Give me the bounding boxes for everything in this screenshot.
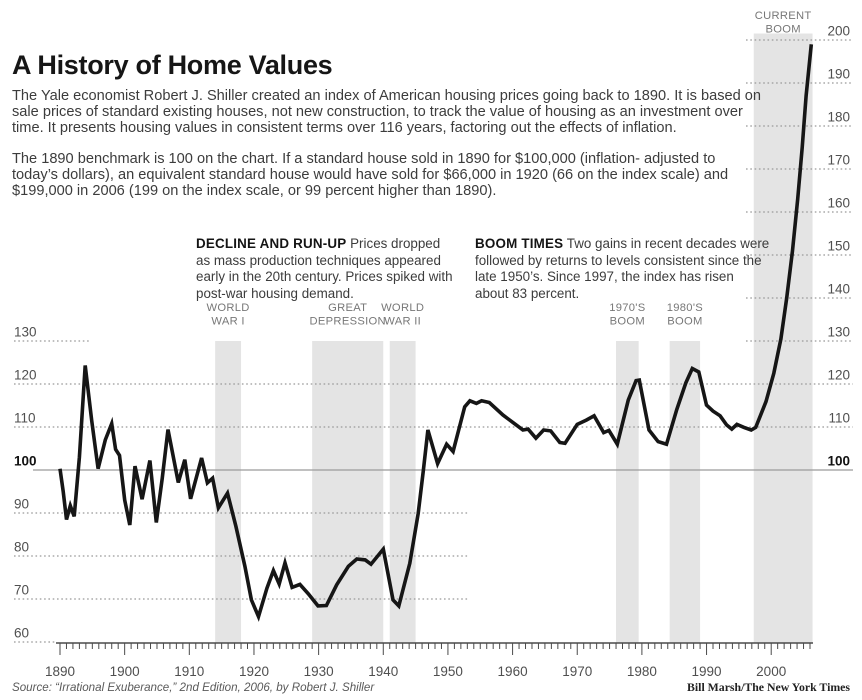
annotation-decline-and-run-up: DECLINE AND RUN-UP Prices dropped as mas… bbox=[196, 236, 456, 302]
band-label-ww2: WORLD WAR II bbox=[381, 302, 424, 328]
x-tick-label-1980: 1980 bbox=[627, 664, 657, 679]
y-tick-right-180: 180 bbox=[827, 110, 850, 125]
annotation-decline-text: Prices dropped as mass production techni… bbox=[196, 236, 453, 301]
y-tick-left-110: 110 bbox=[14, 411, 36, 426]
y-tick-right-160: 160 bbox=[827, 196, 850, 211]
band-label-boom-70s: 1970'S BOOM bbox=[609, 302, 645, 328]
annotation-boom-label: BOOM TIMES bbox=[475, 236, 564, 251]
y-tick-left-90: 90 bbox=[14, 497, 29, 512]
x-tick-label-2000: 2000 bbox=[756, 664, 786, 679]
band-label-depression: GREAT DEPRESSION bbox=[310, 302, 386, 328]
x-tick-label-1890: 1890 bbox=[45, 664, 75, 679]
band-label-boom-80s: 1980'S BOOM bbox=[667, 302, 703, 328]
annotation-boom-text: Two gains in recent decades were followe… bbox=[475, 236, 770, 301]
y-tick-right-200: 200 bbox=[827, 24, 850, 39]
y-tick-left-120: 120 bbox=[14, 368, 37, 383]
y-tick-left-70: 70 bbox=[14, 583, 29, 598]
x-tick-label-1930: 1930 bbox=[304, 664, 334, 679]
band-depression bbox=[312, 341, 384, 643]
intro-paragraph-1: The Yale economist Robert J. Shiller cre… bbox=[12, 88, 762, 137]
credit-byline: Bill Marsh/The New York Times bbox=[687, 680, 850, 694]
y-tick-right-170: 170 bbox=[827, 153, 850, 168]
source-note: Source: “Irrational Exuberance,” 2nd Edi… bbox=[12, 681, 375, 694]
y-tick-left-100: 100 bbox=[14, 454, 37, 469]
y-tick-right-120: 120 bbox=[827, 368, 850, 383]
y-tick-right-100: 100 bbox=[827, 454, 850, 469]
intro-paragraph-2: The 1890 benchmark is 100 on the chart. … bbox=[12, 151, 729, 200]
band-label-current-boom: CURRENT BOOM bbox=[755, 10, 812, 36]
y-tick-right-140: 140 bbox=[827, 282, 850, 297]
y-tick-left-130: 130 bbox=[14, 325, 37, 340]
x-tick-label-1900: 1900 bbox=[110, 664, 140, 679]
x-tick-label-1960: 1960 bbox=[498, 664, 528, 679]
x-tick-label-1950: 1950 bbox=[433, 664, 463, 679]
band-label-ww1: WORLD WAR I bbox=[207, 302, 250, 328]
annotation-boom-times: BOOM TIMES Two gains in recent decades w… bbox=[475, 236, 771, 302]
x-tick-label-1910: 1910 bbox=[174, 664, 204, 679]
y-tick-right-110: 110 bbox=[828, 411, 850, 426]
x-tick-label-1990: 1990 bbox=[692, 664, 722, 679]
y-tick-right-190: 190 bbox=[827, 67, 850, 82]
band-boom-70s bbox=[616, 341, 639, 643]
band-boom-80s bbox=[669, 341, 701, 643]
y-tick-right-130: 130 bbox=[827, 325, 850, 340]
x-tick-label-1940: 1940 bbox=[368, 664, 398, 679]
x-tick-label-1920: 1920 bbox=[239, 664, 269, 679]
page-title: A History of Home Values bbox=[12, 50, 333, 80]
y-tick-left-60: 60 bbox=[14, 626, 29, 641]
x-tick-label-1970: 1970 bbox=[562, 664, 592, 679]
price-line bbox=[58, 44, 814, 622]
annotation-decline-label: DECLINE AND RUN-UP bbox=[196, 236, 347, 251]
y-tick-left-80: 80 bbox=[14, 540, 29, 555]
y-tick-right-150: 150 bbox=[827, 239, 850, 254]
